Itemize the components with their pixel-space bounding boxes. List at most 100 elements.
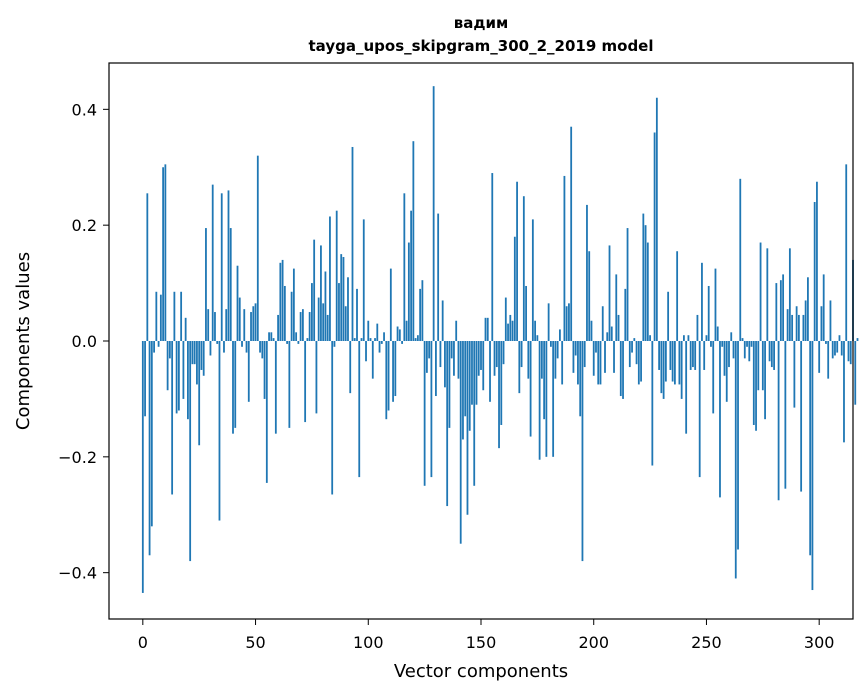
x-tick-label: 100 [353,633,384,652]
bar-283 [779,280,782,341]
bar-189 [568,303,570,341]
bar-200 [592,341,595,376]
bar-54 [263,341,266,399]
bar-43 [238,297,241,341]
bar-52 [259,341,261,353]
bar-8 [159,294,162,341]
bar-102 [371,341,374,379]
bar-221 [640,341,642,382]
chart-title: вадим [454,14,509,32]
bar-212 [619,341,622,397]
bar-73 [306,338,309,341]
bar-308 [836,341,839,353]
bar-138 [453,341,455,376]
bar-242 [687,335,690,341]
bar-56 [268,332,270,341]
bar-255 [716,326,719,341]
bar-261 [730,332,733,341]
y-tick-label: −0.2 [58,448,97,467]
bar-113 [396,326,399,341]
bar-134 [444,341,446,388]
bar-64 [286,341,289,344]
bar-90 [344,306,347,341]
bar-226 [651,341,654,466]
bar-188 [565,306,568,341]
bar-194 [579,341,582,417]
bar-178 [543,341,546,420]
bar-201 [595,341,597,353]
bar-65 [288,341,291,428]
bar-202 [597,341,600,385]
bar-286 [786,309,789,341]
bar-273 [757,341,760,391]
y-tick-label: −0.4 [58,564,97,583]
bar-28 [205,228,207,341]
bar-88 [340,254,343,341]
bar-313 [847,341,850,362]
bar-205 [604,341,606,373]
bar-53 [261,341,264,359]
bar-208 [610,326,613,341]
bar-293 [802,314,805,341]
bar-91 [347,277,349,341]
bar-287 [788,248,791,341]
bar-157 [495,341,498,368]
bar-303 [825,341,827,344]
bar-30 [209,341,212,356]
bar-296 [809,341,812,556]
bar-280 [773,341,775,370]
bar-80 [322,303,325,341]
bar-204 [601,306,604,341]
bar-316 [854,341,857,405]
bar-246 [696,314,699,341]
bar-66 [290,291,293,341]
bar-85 [333,341,336,347]
bar-298 [813,202,816,341]
bar-127 [428,341,431,359]
bar-115 [401,341,403,344]
bar-173 [531,219,534,341]
bar-266 [741,338,744,341]
bar-2 [146,193,149,341]
bar-9 [162,167,165,341]
bar-7 [157,341,160,347]
bar-109 [387,341,390,411]
bar-177 [540,341,543,379]
bar-114 [398,329,401,341]
bar-147 [473,341,476,486]
bar-152 [484,317,487,341]
bar-112 [394,341,397,397]
bar-98 [362,219,365,341]
bar-203 [599,341,602,385]
bar-172 [529,341,532,437]
bar-234 [669,341,672,370]
bar-42 [236,265,239,341]
bar-295 [807,277,809,341]
bar-276 [764,341,766,420]
bar-306 [831,341,834,359]
bar-62 [281,259,284,341]
bar-44 [241,341,243,347]
bar-101 [369,338,372,341]
bar-22 [191,341,194,365]
x-axis-label: Vector components [394,661,568,682]
bar-272 [755,341,757,431]
bar-240 [683,335,685,341]
bar-105 [378,341,381,353]
x-tick-label: 300 [804,633,835,652]
bar-71 [301,309,304,341]
bar-166 [516,181,518,341]
y-tick-label: 0.2 [72,216,97,235]
bar-32 [214,312,216,341]
bar-297 [811,341,814,591]
bar-256 [719,341,721,498]
bar-209 [613,341,615,373]
bar-146 [471,341,473,405]
bar-108 [385,341,388,420]
bar-159 [500,341,503,425]
bar-26 [200,341,203,370]
bar-135 [446,341,449,507]
bar-165 [513,236,516,341]
bar-122 [416,335,419,341]
bar-258 [723,341,726,376]
